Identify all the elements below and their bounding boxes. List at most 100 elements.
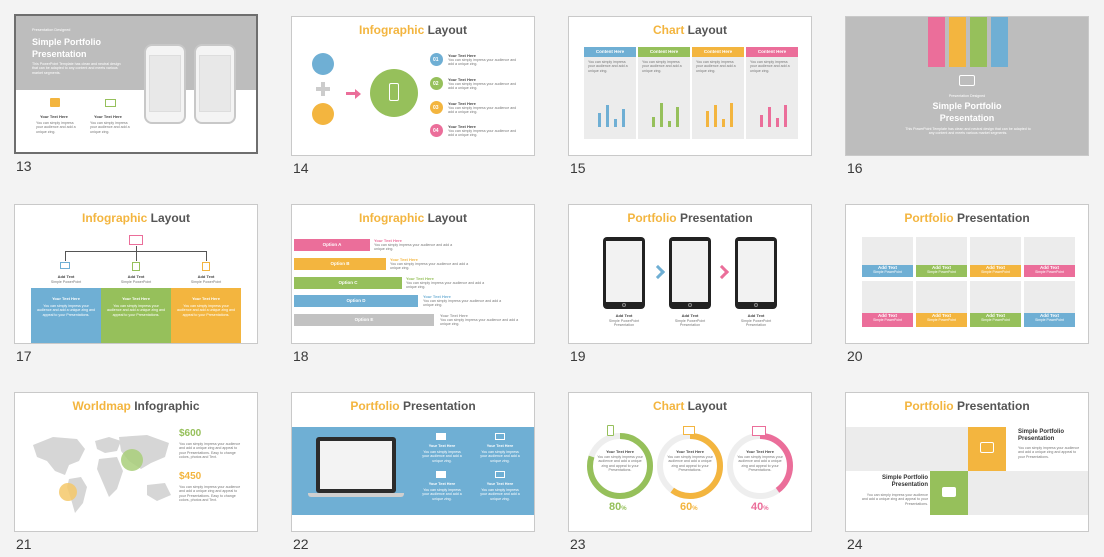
slide-title: Portfolio Presentation — [627, 211, 753, 225]
slide-thumbnail-21[interactable]: Worldmap Infographic $600 You can simply… — [14, 392, 258, 552]
node-label: Add Text — [127, 274, 145, 279]
badge: 04 — [430, 124, 443, 137]
item-heading: Your Text Here — [448, 53, 476, 58]
slide-thumbnail-22[interactable]: Portfolio Presentation Your Text Here Yo… — [291, 392, 535, 552]
highlight-circle — [121, 449, 143, 471]
slide-description: This PowerPoint Template has clean and n… — [32, 62, 121, 75]
item-heading: Your Text Here — [94, 114, 122, 119]
node-label: Add Text — [197, 274, 215, 279]
slide-thumbnail-19[interactable]: Portfolio Presentation Add Text Simple P… — [568, 204, 812, 364]
slide-17[interactable]: Infographic Layout Add Text Simple Power… — [14, 204, 258, 344]
slide-number: 21 — [16, 536, 32, 552]
node-label: Add Text — [57, 274, 75, 279]
arrow-right-icon — [346, 92, 356, 95]
slide-13[interactable]: Presentation Designed Simple Portfolio Pr… — [14, 14, 258, 154]
world-map — [33, 435, 171, 513]
percent-value: 40% — [751, 501, 769, 513]
item-body: You can simply impress your audience and… — [448, 129, 517, 138]
progress-ring — [587, 433, 653, 499]
slide-title: Infographic Layout — [358, 211, 467, 225]
laptop-mockup — [316, 437, 396, 493]
slide-title: Chart Layout — [652, 23, 727, 37]
tile-label: Add Text Simple PowerPoint — [862, 265, 913, 277]
slide-title: Simple Portfolio Presentation — [932, 101, 1002, 123]
tile-label: Add Text Simple PowerPoint — [970, 313, 1021, 327]
chart-panel: Content Here You can simply impress your… — [638, 47, 690, 139]
phone-mockup — [194, 44, 236, 124]
tablet-icon — [202, 262, 210, 271]
badge: 03 — [430, 101, 443, 114]
slide-number: 24 — [847, 536, 863, 552]
chevron-right-icon — [650, 264, 666, 280]
slide-title: Infographic Layout — [358, 23, 467, 37]
item-body: You can simply impress your audience and… — [448, 106, 517, 115]
badge: 02 — [430, 77, 443, 90]
option-bar: Option A — [294, 239, 370, 251]
slide-14[interactable]: Infographic Layout 01 Your Text Here You… — [291, 16, 535, 156]
slide-number: 16 — [847, 160, 863, 176]
slide-thumbnail-13[interactable]: Presentation Designed Simple Portfolio Pr… — [14, 14, 258, 174]
slide-18[interactable]: Infographic Layout Option A Your Text He… — [291, 204, 535, 344]
block-title: Simple Portfolio Presentation — [881, 475, 928, 488]
slide-22[interactable]: Portfolio Presentation Your Text Here Yo… — [291, 392, 535, 532]
video-icon — [942, 487, 956, 497]
slide-thumbnail-17[interactable]: Infographic Layout Add Text Simple Power… — [14, 204, 258, 364]
image-icon — [105, 99, 116, 107]
slide-15[interactable]: Chart Layout Content Here You can simply… — [568, 16, 812, 156]
option-bar: Option E — [294, 314, 434, 326]
content-box: Your Text Here You can simply impress yo… — [31, 288, 101, 343]
content-box: Your Text Here You can simply impress yo… — [171, 288, 241, 343]
slide-24[interactable]: Portfolio Presentation Simple Portfolio … — [845, 392, 1089, 532]
image-icon — [495, 471, 505, 478]
tablet-mockup — [603, 237, 645, 309]
video-icon — [312, 53, 334, 75]
yellow-block — [968, 427, 1006, 471]
item-heading: Your Text Here — [448, 77, 476, 82]
camera-icon — [495, 433, 505, 440]
slide-thumbnail-23[interactable]: Chart Layout Your Text Here You can simp… — [568, 392, 812, 552]
option-bar: Option C — [294, 277, 402, 289]
stat-value: $600 — [179, 428, 202, 439]
slide-21[interactable]: Worldmap Infographic $600 You can simply… — [14, 392, 258, 532]
block-title: Simple Portfolio Presentation — [1018, 429, 1065, 442]
video-icon — [50, 98, 60, 107]
slide-thumbnail-18[interactable]: Infographic Layout Option A Your Text He… — [291, 204, 535, 364]
slide-20[interactable]: Portfolio Presentation Add Text Simple Po… — [845, 204, 1089, 344]
item-body: You can simply impress your audience and… — [36, 121, 76, 134]
slide-23[interactable]: Chart Layout Your Text Here You can simp… — [568, 392, 812, 532]
highlight-circle — [59, 483, 77, 501]
small-label: Presentation Designed — [948, 94, 986, 98]
laptop-icon — [60, 262, 70, 269]
item-body: You can simply impress your audience and… — [448, 82, 517, 91]
slide-thumbnail-24[interactable]: Portfolio Presentation Simple Portfolio … — [845, 392, 1089, 552]
slide-number: 15 — [570, 160, 586, 176]
tile-label: Add Text Simple PowerPoint — [970, 265, 1021, 277]
monitor-icon — [752, 426, 766, 436]
badge: 01 — [430, 53, 443, 66]
mobile-icon — [389, 83, 399, 101]
slide-thumbnail-14[interactable]: Infographic Layout 01 Your Text Here You… — [291, 16, 535, 176]
tile-label: Add Text Simple PowerPoint — [916, 265, 967, 277]
slide-title: Chart Layout — [652, 399, 727, 413]
slide-number: 17 — [16, 348, 32, 364]
slide-thumbnail-16[interactable]: Presentation Designed Simple Portfolio Pr… — [845, 16, 1089, 176]
slide-thumbnail-15[interactable]: Chart Layout Content Here You can simply… — [568, 16, 812, 176]
item-heading: Your Text Here — [40, 114, 68, 119]
mobile-icon — [132, 262, 140, 271]
item-heading: Your Text Here — [448, 101, 476, 106]
chart-panel: Content Here You can simply impress your… — [692, 47, 744, 139]
stat-value: $450 — [179, 471, 202, 482]
content-box: Your Text Here You can simply impress yo… — [101, 288, 171, 343]
slide-19[interactable]: Portfolio Presentation Add Text Simple P… — [568, 204, 812, 344]
slide-number: 14 — [293, 160, 309, 176]
slide-title: Infographic Layout — [81, 211, 190, 225]
slide-thumbnail-20[interactable]: Portfolio Presentation Add Text Simple Po… — [845, 204, 1089, 364]
tile-label: Add Text Simple PowerPoint — [862, 313, 913, 327]
video-icon — [436, 433, 446, 440]
slide-title: Portfolio Presentation — [904, 399, 1030, 413]
option-bar: Option B — [294, 258, 386, 270]
percent-value: 80% — [609, 501, 627, 513]
progress-ring — [727, 433, 793, 499]
slide-16[interactable]: Presentation Designed Simple Portfolio Pr… — [845, 16, 1089, 156]
phone-circle — [370, 69, 418, 117]
